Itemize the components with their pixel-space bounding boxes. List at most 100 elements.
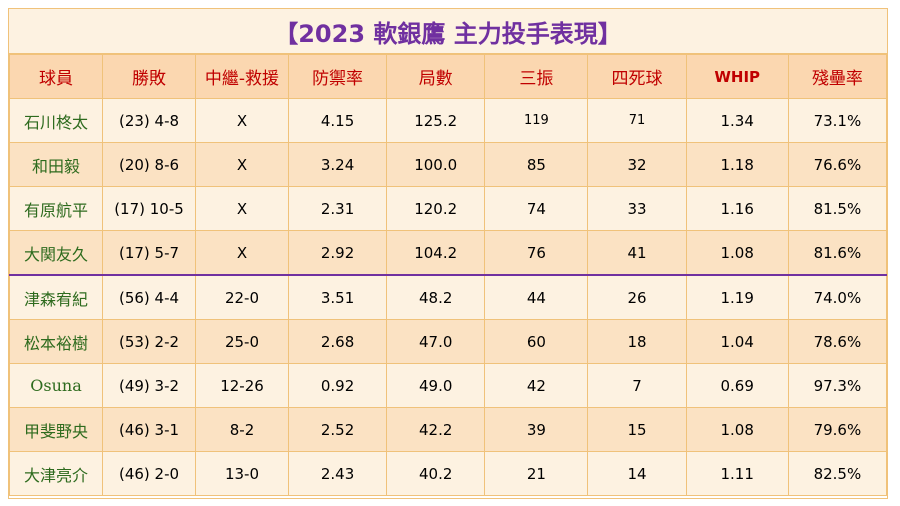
cell-hold-save: 22-0 (195, 274, 289, 320)
table-row: Osuna (49) 3-2 12-26 0.92 49.0 42 7 0.69… (9, 363, 888, 408)
cell-era: 3.24 (287, 142, 388, 187)
header-whip: WHIP (685, 54, 789, 99)
cell-strikeouts: 42 (484, 363, 589, 408)
cell-strikeouts: 44 (484, 274, 589, 320)
cell-innings: 120.2 (386, 186, 486, 231)
cell-walks: 32 (587, 142, 687, 187)
header-player: 球員 (9, 54, 103, 99)
cell-hold-save: 13-0 (195, 451, 289, 496)
cell-whip: 1.34 (685, 98, 789, 143)
table-row: 松本裕樹 (53) 2-2 25-0 2.68 47.0 60 18 1.04 … (9, 319, 888, 364)
cell-strikeouts: 21 (484, 451, 589, 496)
cell-player: Osuna (9, 363, 103, 408)
cell-lob: 76.6% (787, 142, 888, 187)
cell-era: 2.92 (287, 230, 388, 276)
table-row: 大津亮介 (46) 2-0 13-0 2.43 40.2 21 14 1.11 … (9, 451, 888, 496)
cell-whip: 0.69 (685, 363, 789, 408)
cell-lob: 97.3% (787, 363, 888, 408)
cell-record: (56) 4-4 (102, 274, 196, 320)
cell-record: (20) 8-6 (102, 142, 196, 187)
cell-walks: 18 (587, 319, 687, 364)
header-walks: 四死球 (587, 54, 687, 99)
cell-innings: 40.2 (386, 451, 486, 496)
cell-walks: 14 (587, 451, 687, 496)
cell-strikeouts: 76 (484, 230, 589, 276)
cell-record: (53) 2-2 (102, 319, 196, 364)
cell-whip: 1.18 (685, 142, 789, 187)
cell-player: 甲斐野央 (9, 407, 103, 452)
cell-walks: 71 (587, 98, 687, 143)
cell-player: 松本裕樹 (9, 319, 103, 364)
cell-lob: 78.6% (787, 319, 888, 364)
table-row: 大関友久 (17) 5-7 X 2.92 104.2 76 41 1.08 81… (9, 230, 888, 276)
cell-player: 和田毅 (9, 142, 103, 187)
cell-lob: 73.1% (787, 98, 888, 143)
table-row: 石川柊太 (23) 4-8 X 4.15 125.2 119 71 1.34 7… (9, 98, 888, 143)
cell-walks: 33 (587, 186, 687, 231)
header-strikeouts: 三振 (484, 54, 589, 99)
cell-record: (17) 10-5 (102, 186, 196, 231)
cell-strikeouts: 85 (484, 142, 589, 187)
cell-era: 2.52 (287, 407, 388, 452)
table-row: 甲斐野央 (46) 3-1 8-2 2.52 42.2 39 15 1.08 7… (9, 407, 888, 452)
cell-innings: 125.2 (386, 98, 486, 143)
cell-hold-save: X (195, 142, 289, 187)
cell-walks: 15 (587, 407, 687, 452)
cell-player: 石川柊太 (9, 98, 103, 143)
cell-strikeouts: 119 (484, 98, 589, 143)
cell-walks: 26 (587, 274, 687, 320)
cell-record: (49) 3-2 (102, 363, 196, 408)
cell-walks: 41 (587, 230, 687, 276)
cell-hold-save: X (195, 230, 289, 276)
table-row: 津森宥紀 (56) 4-4 22-0 3.51 48.2 44 26 1.19 … (9, 274, 888, 320)
cell-record: (46) 2-0 (102, 451, 196, 496)
cell-player: 大津亮介 (9, 451, 103, 496)
cell-innings: 48.2 (386, 274, 486, 320)
cell-player: 大関友久 (9, 230, 103, 276)
header-hold-save: 中繼-救援 (195, 54, 289, 99)
cell-strikeouts: 60 (484, 319, 589, 364)
cell-player: 有原航平 (9, 186, 103, 231)
cell-whip: 1.11 (685, 451, 789, 496)
cell-era: 3.51 (287, 274, 388, 320)
cell-hold-save: 8-2 (195, 407, 289, 452)
cell-era: 2.43 (287, 451, 388, 496)
cell-player: 津森宥紀 (9, 274, 103, 320)
table-row: 和田毅 (20) 8-6 X 3.24 100.0 85 32 1.18 76.… (9, 142, 888, 187)
cell-lob: 81.6% (787, 230, 888, 276)
cell-whip: 1.19 (685, 274, 789, 320)
cell-innings: 42.2 (386, 407, 486, 452)
pitcher-stats-table: 球員 勝敗 中繼-救援 防禦率 局數 三振 四死球 WHIP 殘壘率 石川柊太 … (9, 54, 888, 496)
cell-whip: 1.08 (685, 230, 789, 276)
table-row: 有原航平 (17) 10-5 X 2.31 120.2 74 33 1.16 8… (9, 186, 888, 231)
cell-whip: 1.08 (685, 407, 789, 452)
header-innings: 局數 (386, 54, 486, 99)
table-title: 【2023 軟銀鷹 主力投手表現】 (9, 9, 887, 54)
cell-hold-save: X (195, 186, 289, 231)
stats-card: 【2023 軟銀鷹 主力投手表現】 球員 勝敗 中繼-救援 防禦率 局數 三振 … (8, 8, 888, 499)
cell-era: 0.92 (287, 363, 388, 408)
header-row: 球員 勝敗 中繼-救援 防禦率 局數 三振 四死球 WHIP 殘壘率 (9, 54, 888, 99)
cell-walks: 7 (587, 363, 687, 408)
cell-whip: 1.16 (685, 186, 789, 231)
cell-record: (23) 4-8 (102, 98, 196, 143)
header-lob: 殘壘率 (787, 54, 888, 99)
cell-lob: 74.0% (787, 274, 888, 320)
cell-whip: 1.04 (685, 319, 789, 364)
header-record: 勝敗 (102, 54, 196, 99)
cell-hold-save: X (195, 98, 289, 143)
cell-era: 4.15 (287, 98, 388, 143)
cell-era: 2.68 (287, 319, 388, 364)
cell-lob: 82.5% (787, 451, 888, 496)
cell-strikeouts: 39 (484, 407, 589, 452)
cell-innings: 49.0 (386, 363, 486, 408)
cell-lob: 79.6% (787, 407, 888, 452)
cell-innings: 104.2 (386, 230, 486, 276)
cell-hold-save: 25-0 (195, 319, 289, 364)
cell-innings: 100.0 (386, 142, 486, 187)
cell-lob: 81.5% (787, 186, 888, 231)
cell-record: (17) 5-7 (102, 230, 196, 276)
cell-strikeouts: 74 (484, 186, 589, 231)
cell-era: 2.31 (287, 186, 388, 231)
header-era: 防禦率 (287, 54, 388, 99)
